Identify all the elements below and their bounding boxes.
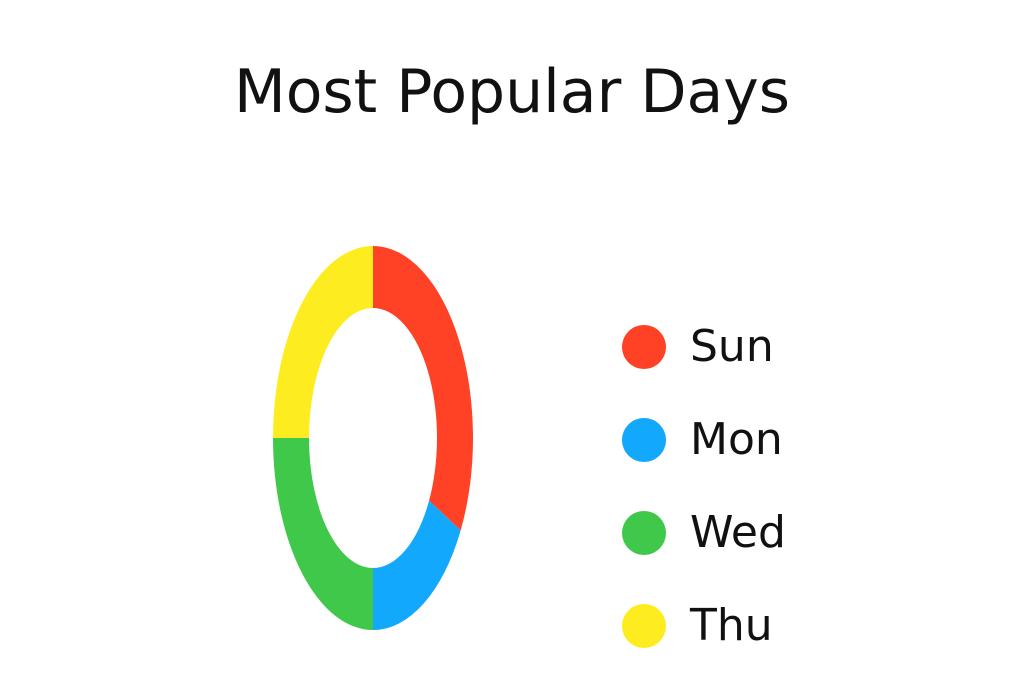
legend-label: Thu xyxy=(690,601,773,651)
legend-item-sun[interactable]: Sun xyxy=(620,322,980,372)
legend-label: Sun xyxy=(690,322,774,372)
legend-swatch-icon xyxy=(622,604,666,648)
legend-swatch-icon xyxy=(622,418,666,462)
legend-swatch-icon xyxy=(622,325,666,369)
legend-label: Mon xyxy=(690,415,783,465)
donut-slice-mon[interactable] xyxy=(373,501,461,630)
legend-item-mon[interactable]: Mon xyxy=(620,415,980,465)
donut-slices xyxy=(273,246,473,630)
donut-slice-thu[interactable] xyxy=(273,246,373,438)
legend-item-thu[interactable]: Thu xyxy=(620,601,980,651)
donut-slice-sun[interactable] xyxy=(373,246,473,530)
legend-swatch-icon xyxy=(622,511,666,555)
legend-item-wed[interactable]: Wed xyxy=(620,508,980,558)
legend-label: Wed xyxy=(690,508,786,558)
donut-slice-wed[interactable] xyxy=(273,438,373,630)
